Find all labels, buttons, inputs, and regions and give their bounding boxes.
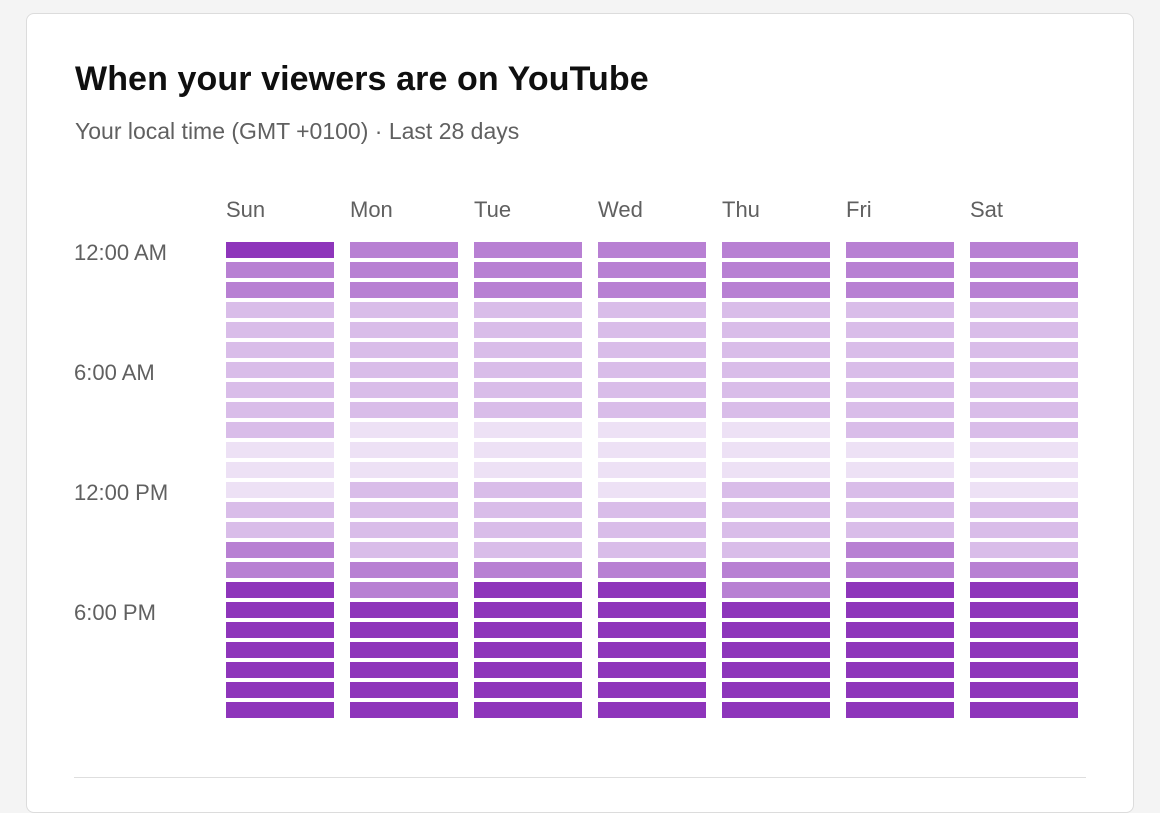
divider — [74, 777, 1086, 778]
card-subtitle: Your local time (GMT +0100) · Last 28 da… — [75, 118, 520, 144]
card-title: When your viewers are on YouTube — [75, 60, 649, 98]
viewer-activity-card: When your viewers are on YouTube Your lo… — [26, 13, 1134, 813]
